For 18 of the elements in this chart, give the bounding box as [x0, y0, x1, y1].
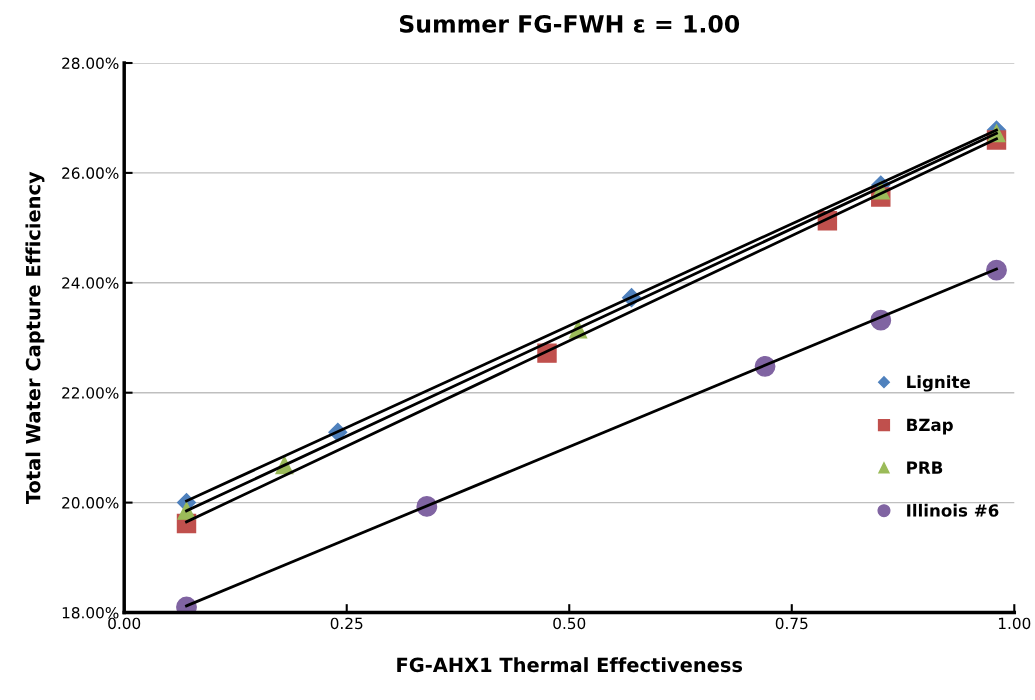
x-tick-label: 0.00 — [108, 617, 141, 630]
legend-label: Lignite — [907, 375, 970, 392]
x-axis-title: FG-AHX1 Thermal Effectiveness — [397, 657, 743, 673]
x-tick-label: 0.50 — [553, 617, 586, 630]
x-tick-label: 0.75 — [775, 617, 808, 630]
legend-label: PRB — [907, 461, 943, 474]
x-tick-label: 0.25 — [330, 617, 363, 630]
y-axis-title: Total Water Capture Efficiency — [25, 171, 45, 505]
y-tick-label: 26.00% — [62, 167, 119, 179]
y-tick-label: 24.00% — [62, 277, 119, 289]
y-tick-label: 28.00% — [62, 57, 119, 70]
legend-label: Illinois #6 — [907, 503, 999, 517]
x-tick-label: 1.00 — [998, 617, 1031, 630]
y-tick-label: 22.00% — [62, 387, 119, 399]
y-tick-label: 18.00% — [62, 606, 119, 619]
chart-title: Summer FG-FWH ε = 1.00 — [399, 14, 740, 33]
y-tick-label: 20.00% — [62, 497, 119, 509]
legend-label: BZap — [907, 418, 953, 435]
